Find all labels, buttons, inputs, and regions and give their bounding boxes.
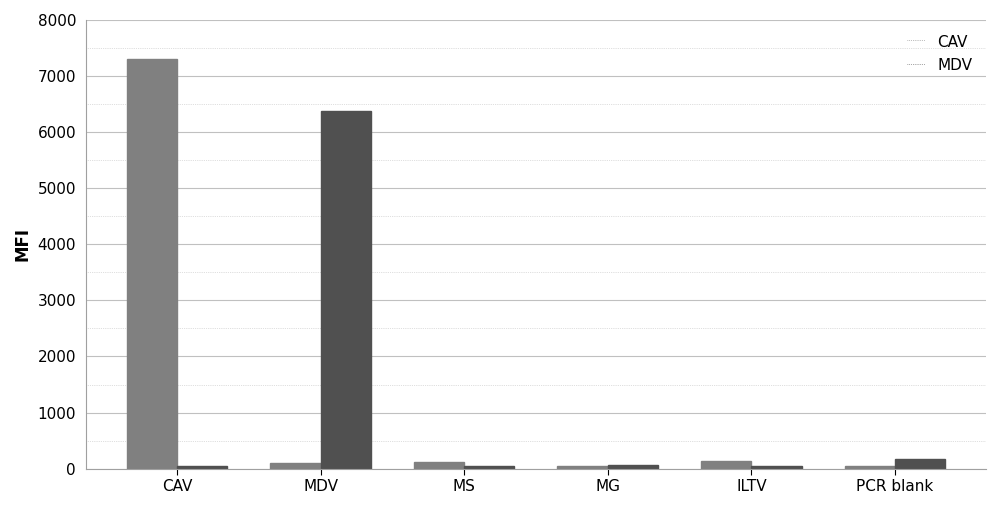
Bar [701,461,751,469]
Bar [608,465,658,469]
Bar [845,466,895,469]
Bar [321,111,371,469]
Legend: CAV, MDV: CAV, MDV [901,27,978,79]
Bar [751,466,802,469]
Bar [127,59,177,469]
Bar [557,466,608,469]
Bar [270,463,321,469]
Bar [895,459,945,469]
Y-axis label: MFI: MFI [14,227,32,261]
Bar [177,466,227,469]
Bar [464,466,514,469]
Bar [414,462,464,469]
